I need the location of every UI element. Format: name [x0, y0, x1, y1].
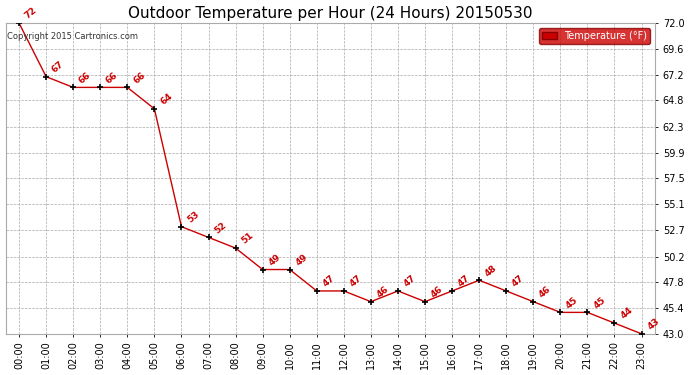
- Text: 44: 44: [619, 306, 634, 321]
- Text: 47: 47: [402, 274, 417, 289]
- Text: 72: 72: [23, 6, 39, 21]
- Text: 45: 45: [564, 295, 580, 310]
- Text: 46: 46: [538, 285, 553, 300]
- Text: 47: 47: [511, 274, 526, 289]
- Text: 66: 66: [104, 70, 120, 85]
- Text: 66: 66: [77, 70, 92, 85]
- Text: 45: 45: [591, 295, 607, 310]
- Text: 48: 48: [483, 263, 499, 278]
- Text: 52: 52: [213, 220, 228, 235]
- Text: 66: 66: [132, 70, 147, 85]
- Text: 49: 49: [267, 252, 282, 267]
- Text: 49: 49: [294, 252, 309, 267]
- Text: 43: 43: [646, 316, 661, 332]
- Text: 67: 67: [50, 60, 66, 75]
- Text: Copyright 2015 Cartronics.com: Copyright 2015 Cartronics.com: [7, 32, 138, 41]
- Text: 47: 47: [456, 274, 472, 289]
- Text: 47: 47: [321, 274, 337, 289]
- Text: 47: 47: [348, 274, 364, 289]
- Title: Outdoor Temperature per Hour (24 Hours) 20150530: Outdoor Temperature per Hour (24 Hours) …: [128, 6, 533, 21]
- Text: 53: 53: [186, 210, 201, 225]
- Text: 46: 46: [375, 285, 391, 300]
- Text: 64: 64: [159, 92, 174, 106]
- Text: 46: 46: [429, 285, 444, 300]
- Text: 51: 51: [239, 231, 255, 246]
- Legend: Temperature (°F): Temperature (°F): [539, 28, 650, 44]
